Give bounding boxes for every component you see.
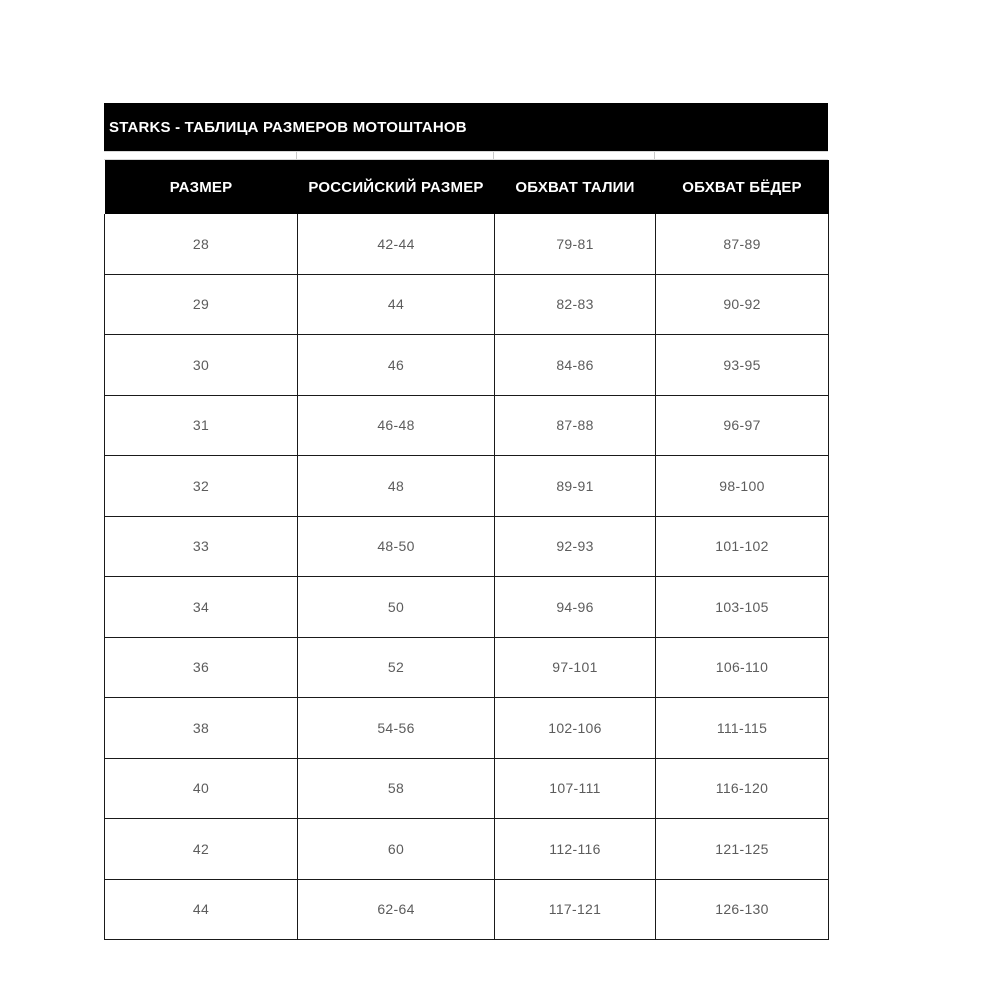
table-cell: 58: [297, 758, 495, 819]
table-cell: 38: [104, 697, 298, 759]
table-cell: 97-101: [494, 637, 656, 698]
table-cell: 96-97: [655, 395, 829, 456]
table-cell: 87-88: [494, 395, 656, 456]
table-row: 42 60 112-116 121-125: [104, 818, 829, 880]
table-cell: 46-48: [297, 395, 495, 456]
table-row: 40 58 107-111 116-120: [104, 758, 829, 819]
table-body: 28 42-44 79-81 87-89 29 44 82-83 90-92 30 46 84-86…: [104, 214, 829, 940]
table-cell: 84-86: [494, 334, 656, 396]
table-cell: 112-116: [494, 818, 656, 880]
page-title: STARKS - ТАБЛИЦА РАЗМЕРОВ МОТОШТАНОВ: [109, 118, 467, 136]
table-cell: 117-121: [494, 879, 656, 940]
table-cell: 93-95: [655, 334, 829, 396]
table-cell: 54-56: [297, 697, 495, 759]
table-row: 34 50 94-96 103-105: [104, 576, 829, 638]
size-chart: STARKS - ТАБЛИЦА РАЗМЕРОВ МОТОШТАНОВ РАЗ…: [104, 103, 829, 940]
table-row: 44 62-64 117-121 126-130: [104, 879, 829, 940]
table-row: 31 46-48 87-88 96-97: [104, 395, 829, 456]
table-cell: 34: [104, 576, 298, 638]
table-cell: 94-96: [494, 576, 656, 638]
spacer-cell-3: [494, 152, 655, 159]
table-cell: 42: [104, 818, 298, 880]
table-cell: 102-106: [494, 697, 656, 759]
table-cell: 106-110: [655, 637, 829, 698]
table-cell: 32: [104, 455, 298, 517]
table-cell: 30: [104, 334, 298, 396]
table-cell: 79-81: [494, 214, 656, 275]
table-cell: 98-100: [655, 455, 829, 517]
table-cell: 92-93: [494, 516, 656, 577]
table-cell: 87-89: [655, 214, 829, 275]
table-cell: 107-111: [494, 758, 656, 819]
table-cell: 40: [104, 758, 298, 819]
column-header-waist: ОБХВАТ ТАЛИИ: [494, 160, 656, 214]
column-header-russian-size: РОССИЙСКИЙ РАЗМЕР: [297, 160, 495, 214]
table-cell: 29: [104, 274, 298, 335]
table-cell: 111-115: [655, 697, 829, 759]
table-cell: 60: [297, 818, 495, 880]
table-cell: 50: [297, 576, 495, 638]
header-row: РАЗМЕР РОССИЙСКИЙ РАЗМЕР ОБХВАТ ТАЛИИ ОБ…: [104, 160, 829, 214]
column-divider-strip: [104, 151, 828, 160]
table-cell: 28: [104, 214, 298, 275]
table-cell: 121-125: [655, 818, 829, 880]
table-cell: 44: [297, 274, 495, 335]
table-row: 38 54-56 102-106 111-115: [104, 697, 829, 759]
table-cell: 48-50: [297, 516, 495, 577]
table-cell: 46: [297, 334, 495, 396]
chart-title-bar: STARKS - ТАБЛИЦА РАЗМЕРОВ МОТОШТАНОВ: [104, 103, 828, 151]
size-table: РАЗМЕР РОССИЙСКИЙ РАЗМЕР ОБХВАТ ТАЛИИ ОБ…: [104, 160, 829, 940]
table-cell: 52: [297, 637, 495, 698]
table-cell: 101-102: [655, 516, 829, 577]
table-row: 36 52 97-101 106-110: [104, 637, 829, 698]
table-row: 28 42-44 79-81 87-89: [104, 214, 829, 275]
spacer-cell-1: [104, 152, 297, 159]
column-header-size: РАЗМЕР: [104, 160, 298, 214]
table-cell: 42-44: [297, 214, 495, 275]
table-cell: 48: [297, 455, 495, 517]
table-row: 29 44 82-83 90-92: [104, 274, 829, 335]
table-cell: 103-105: [655, 576, 829, 638]
spacer-cell-2: [297, 152, 494, 159]
table-row: 32 48 89-91 98-100: [104, 455, 829, 517]
table-cell: 62-64: [297, 879, 495, 940]
table-cell: 90-92: [655, 274, 829, 335]
table-cell: 116-120: [655, 758, 829, 819]
table-cell: 82-83: [494, 274, 656, 335]
table-cell: 44: [104, 879, 298, 940]
table-cell: 126-130: [655, 879, 829, 940]
table-cell: 36: [104, 637, 298, 698]
table-header: РАЗМЕР РОССИЙСКИЙ РАЗМЕР ОБХВАТ ТАЛИИ ОБ…: [104, 160, 829, 214]
table-cell: 89-91: [494, 455, 656, 517]
table-cell: 33: [104, 516, 298, 577]
table-cell: 31: [104, 395, 298, 456]
column-header-hips: ОБХВАТ БЁДЕР: [655, 160, 829, 214]
spacer-cell-4: [655, 152, 828, 159]
table-row: 30 46 84-86 93-95: [104, 334, 829, 396]
table-row: 33 48-50 92-93 101-102: [104, 516, 829, 577]
